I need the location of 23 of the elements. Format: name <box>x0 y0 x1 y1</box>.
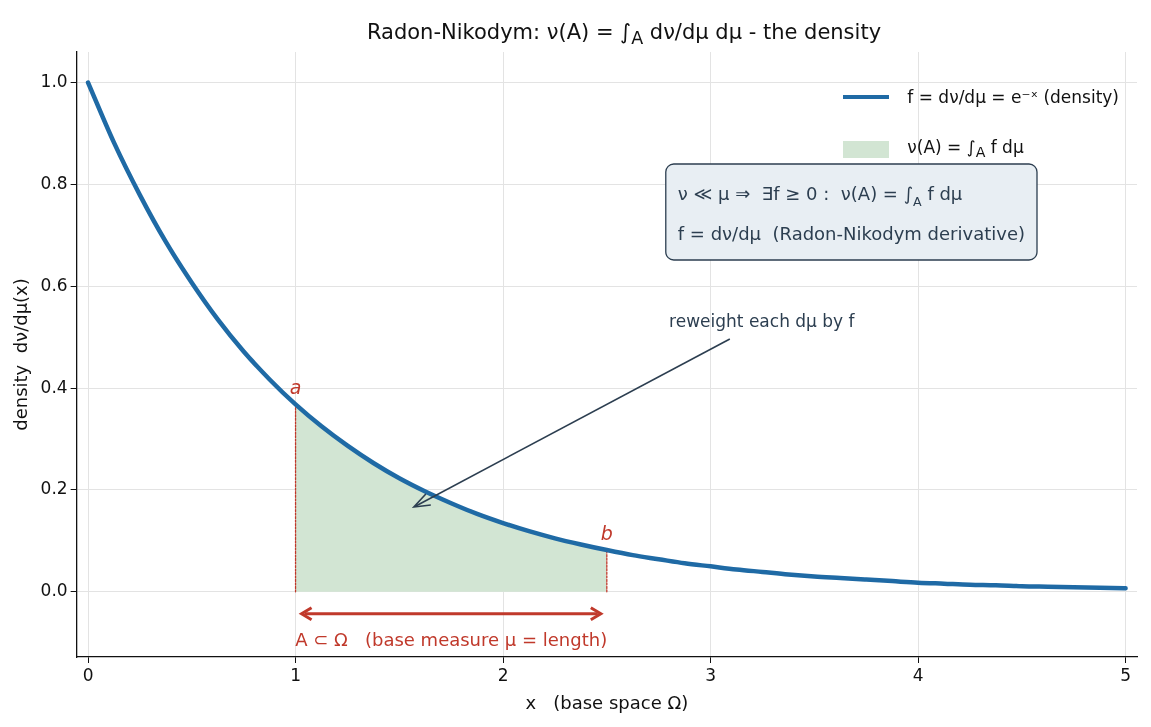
x-tick-label: 3 <box>705 664 716 685</box>
x-tick-label: 4 <box>912 664 924 685</box>
chart-title: Radon-Nikodym: ν(A) = ∫$_{A}$ dν/dμ dμ - the density <box>365 20 883 49</box>
x-tick-label: 5 <box>1120 664 1131 685</box>
y-tick-label: 0.8 <box>40 172 68 193</box>
annotation: b <box>600 522 613 545</box>
line-series <box>85 80 1128 591</box>
y-tick-label: 0.6 <box>40 274 68 295</box>
y-tick-label: 1.0 <box>40 70 68 91</box>
x-tick-label: 2 <box>497 664 509 685</box>
annotation: A ⊂ Ω (base measure μ = length) <box>295 628 608 650</box>
y-axis-title: density dν/dμ(x) <box>10 278 32 431</box>
x-axis-title: x (base space Ω) <box>525 691 689 713</box>
x-tick-label: 0 <box>82 664 94 685</box>
annotation: a <box>289 376 302 399</box>
y-tick-label: 0.2 <box>40 478 68 499</box>
annotation: f = dν/dμ (Radon-Nikodym derivative) <box>677 223 1026 244</box>
x-tick-label: 1 <box>290 664 301 685</box>
y-tick-label: 0.0 <box>40 580 68 601</box>
legend-label: f = dν/dμ = e⁻ˣ (density) <box>907 87 1119 107</box>
legend-label: ν(A) = ∫$_{A}$ f dμ <box>907 137 1024 161</box>
y-tick-label: 0.4 <box>40 376 68 397</box>
annotation: reweight each dμ by f <box>669 310 856 331</box>
